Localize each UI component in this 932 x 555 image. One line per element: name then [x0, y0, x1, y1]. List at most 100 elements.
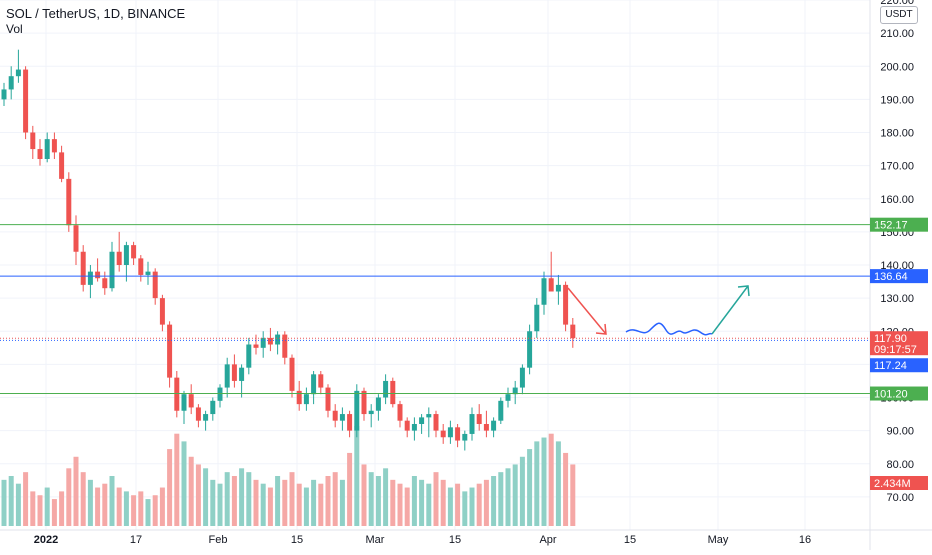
candle-body — [570, 324, 576, 339]
volume-bar — [512, 464, 518, 526]
candle-body — [534, 304, 540, 332]
x-tick-label: 15 — [449, 534, 461, 546]
candle-body — [181, 394, 187, 411]
volume-label: Vol — [6, 22, 23, 36]
volume-bar — [368, 472, 374, 526]
volume-bar — [534, 441, 540, 526]
candle-body — [411, 424, 417, 431]
candle-body — [80, 251, 86, 285]
candle-body — [555, 284, 561, 292]
x-tick-label: 16 — [799, 534, 811, 546]
x-tick-label: 2022 — [34, 534, 58, 546]
x-tick-label: Apr — [539, 534, 556, 546]
candle-body — [498, 400, 504, 421]
candle-body — [375, 397, 381, 411]
volume-bar — [303, 487, 309, 526]
candle-body — [195, 407, 201, 421]
volume-bar — [361, 464, 367, 526]
candle-body — [152, 271, 158, 299]
volume-bar — [195, 464, 201, 526]
volume-bar — [375, 476, 381, 526]
candle-body — [203, 414, 209, 421]
candle-body — [462, 433, 468, 441]
x-tick-label: 15 — [291, 534, 303, 546]
projection-up-arrowhead — [737, 285, 750, 297]
candle-body — [311, 374, 317, 395]
volume-bar — [80, 472, 86, 526]
y-tick-label: 220.00 — [880, 0, 914, 7]
candle-body — [102, 278, 108, 289]
volume-bar — [152, 495, 158, 526]
candle-body — [109, 251, 115, 289]
volume-bar — [455, 483, 461, 526]
candle-body — [476, 414, 482, 424]
level-tag-text: 101.20 — [874, 389, 908, 401]
candle-body — [296, 390, 302, 405]
volume-bar — [131, 495, 137, 526]
volume-bar — [311, 479, 317, 526]
volume-bar — [354, 426, 360, 526]
volume-bar — [59, 491, 65, 526]
candle-body — [260, 337, 266, 348]
candle-body — [224, 364, 230, 388]
candle-body — [339, 414, 345, 421]
volume-bar — [87, 479, 93, 526]
x-tick-label: Mar — [366, 534, 385, 546]
volume-bar — [217, 483, 223, 526]
y-tick-label: 200.00 — [880, 61, 914, 73]
volume-bar — [267, 487, 273, 526]
volume-bar — [282, 479, 288, 526]
level-tag — [870, 386, 928, 401]
volume-bar — [159, 487, 165, 526]
volume-bar — [440, 479, 446, 526]
candle-body — [267, 337, 273, 345]
volume-bar — [419, 479, 425, 526]
volume-bar — [73, 456, 79, 526]
candle-body — [188, 394, 194, 408]
candle-body — [325, 387, 331, 411]
volume-bar — [30, 491, 36, 526]
volume-bar — [116, 487, 122, 526]
volume-bar — [260, 483, 266, 526]
candle-body — [332, 410, 338, 421]
volume-bar — [1, 479, 7, 526]
volume-bar — [498, 472, 504, 526]
projection-down-arrowhead — [595, 323, 607, 335]
projection-down-line — [567, 287, 607, 335]
candle-body — [253, 344, 259, 348]
candle-body — [66, 178, 72, 226]
volume-bar — [167, 449, 173, 526]
volume-bar — [570, 464, 576, 526]
candle-body — [541, 278, 547, 305]
candle-body — [527, 331, 533, 368]
candle-body — [469, 414, 475, 434]
volume-bar — [275, 476, 281, 526]
candle-body — [397, 404, 403, 421]
candle-body — [519, 367, 525, 388]
candle-body — [361, 390, 367, 415]
candle-body — [95, 271, 101, 279]
volume-bar — [505, 468, 511, 526]
currency-badge[interactable]: USDT — [880, 6, 918, 24]
y-tick-label: 160.00 — [880, 194, 914, 206]
candle-body — [231, 364, 237, 381]
candle-body — [512, 387, 518, 395]
volume-bar — [469, 487, 475, 526]
last-price-tag-countdown: 09:17:57 — [874, 344, 917, 356]
candle-body — [59, 152, 65, 179]
candle-body — [548, 278, 554, 292]
candle-body — [131, 245, 137, 259]
volume-bar — [397, 483, 403, 526]
volume-bar — [563, 452, 569, 526]
candle-body — [8, 76, 14, 90]
volume-bar — [411, 476, 417, 526]
level-tag-text: 152.17 — [874, 220, 908, 232]
candle-body — [73, 225, 79, 252]
candle-body — [30, 132, 36, 150]
y-tick-label: 140.00 — [880, 260, 914, 272]
candle-body — [419, 417, 425, 424]
volume-bar — [210, 479, 216, 526]
candle-body — [87, 271, 93, 285]
